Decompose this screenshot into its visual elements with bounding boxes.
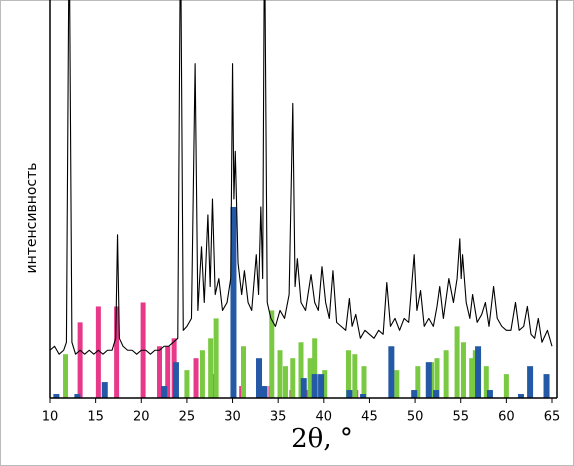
stick	[298, 342, 304, 398]
stick	[352, 354, 358, 398]
stick	[300, 378, 307, 398]
stick	[101, 382, 108, 398]
stick	[95, 306, 101, 398]
stick	[454, 326, 460, 398]
stick	[261, 386, 268, 398]
stick	[74, 394, 81, 398]
stick	[543, 374, 550, 398]
x-tick-label: 10	[42, 410, 59, 425]
x-tick-label: 55	[452, 410, 469, 425]
x-tick-label: 50	[407, 410, 424, 425]
stick	[483, 366, 489, 398]
stick	[346, 390, 353, 398]
pattern-line	[50, 0, 553, 355]
x-tick-label: 25	[179, 410, 196, 425]
stick	[199, 350, 205, 398]
x-tick-label: 45	[361, 410, 378, 425]
stick	[213, 318, 219, 398]
stick	[193, 358, 199, 398]
stick	[77, 322, 83, 398]
x-tick-label: 40	[316, 410, 333, 425]
stick	[240, 346, 246, 398]
stick	[345, 350, 351, 398]
x-axis-label: 2θ, °	[291, 424, 353, 454]
stick	[184, 370, 190, 398]
x-tick-label: 30	[224, 410, 241, 425]
x-tick-label: 20	[133, 410, 150, 425]
stick	[469, 358, 475, 398]
stick	[460, 342, 466, 398]
stick	[63, 354, 69, 398]
stick	[307, 358, 313, 398]
stick	[53, 394, 60, 398]
stick	[388, 346, 395, 398]
x-tick-label: 60	[498, 410, 515, 425]
stick	[425, 362, 432, 398]
stick	[282, 366, 288, 398]
stick	[322, 370, 328, 398]
stick	[486, 390, 493, 398]
stick	[527, 366, 534, 398]
stick	[311, 374, 318, 398]
stick	[277, 350, 283, 398]
stick	[415, 366, 421, 398]
x-tick-label: 65	[544, 410, 561, 425]
stick	[434, 358, 440, 398]
stick	[114, 306, 120, 398]
stick	[318, 374, 325, 398]
stick	[230, 206, 237, 398]
stick	[312, 338, 318, 398]
stick	[433, 390, 440, 398]
stick	[443, 350, 449, 398]
stick	[360, 394, 367, 398]
stick	[172, 362, 179, 398]
stick	[517, 394, 524, 398]
stick	[394, 370, 400, 398]
x-tick-label: 15	[87, 410, 104, 425]
y-axis-label: интенсивность	[24, 162, 40, 273]
stick	[208, 338, 214, 398]
plot-area	[50, 0, 553, 398]
stick	[361, 366, 367, 398]
stick	[256, 358, 263, 398]
stick	[304, 390, 310, 398]
stick	[157, 346, 163, 398]
stick	[269, 310, 275, 398]
x-tick-label: 35	[270, 410, 287, 425]
stick	[290, 358, 296, 398]
stick	[475, 346, 482, 398]
stick	[161, 386, 168, 398]
stick	[503, 374, 509, 398]
stick	[165, 346, 171, 398]
stick	[411, 390, 418, 398]
